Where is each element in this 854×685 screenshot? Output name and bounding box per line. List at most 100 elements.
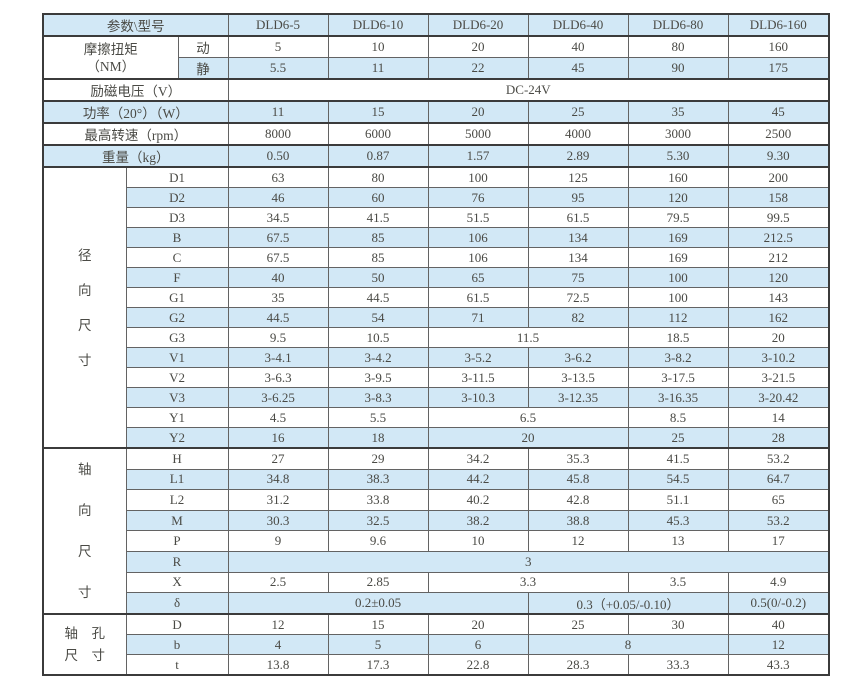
value-cell: 0.5(0/-0.2) [727,592,830,616]
value-cell: 12 [727,634,830,655]
table-row: Y1 4.5 5.5 6.5 8.5 14 [43,407,830,428]
value-cell: 3-10.3 [427,387,529,408]
value-cell: 6.5 [427,407,629,428]
value-cell: 40.2 [427,489,529,511]
row-label: R [125,551,229,573]
value-cell: 44.2 [427,468,529,491]
value-cell: 4 [227,634,329,655]
model-header: DLD6-5 [227,13,329,37]
value-cell: 25 [627,427,729,449]
table-row: P 9 9.6 10 12 13 17 [43,530,830,553]
table-row: G3 9.5 10.5 11.5 18.5 20 [43,327,830,348]
value-cell: 3000 [627,122,729,146]
value-cell: 72.5 [527,287,629,308]
value-cell: 3-21.5 [727,367,830,388]
row-label: t [125,654,229,676]
value-cell: 51.5 [427,207,529,228]
value-cell: 11 [327,57,429,80]
row-label: G2 [125,307,229,328]
value-cell: 45 [527,57,629,80]
value-cell: 20 [427,100,529,124]
row-label: V3 [125,387,229,408]
value-cell: 100 [627,267,729,288]
friction-torque-label: 摩擦扭矩 （NM） [42,35,179,80]
value-cell: 3-17.5 [627,367,729,388]
value-cell: 30.3 [227,509,329,532]
value-cell: 40 [527,35,629,58]
value-cell: 9.30 [727,144,830,168]
value-cell: 8.5 [627,407,729,428]
value-cell: 25 [527,613,629,635]
row-label: G1 [125,287,229,308]
value-cell: 29 [327,447,429,470]
value-cell: 2.89 [527,144,629,168]
value-cell: 106 [427,227,529,248]
table-row: X 2.5 2.85 3.3 3.5 4.9 [43,571,830,594]
value-cell: 3-10.2 [727,347,830,368]
value-cell: 33.8 [327,489,429,511]
value-cell: 99.5 [727,207,830,228]
value-cell: 5 [227,35,329,58]
value-cell: 71 [427,307,529,328]
value-cell: 76 [427,187,529,208]
value-cell: 200 [727,166,830,188]
table-row: G1 35 44.5 61.5 72.5 100 143 [43,287,830,308]
table-row: 轴 向 尺 寸 H 27 29 34.2 35.3 41.5 53.2 [42,447,830,615]
value-cell: 3-8.2 [627,347,729,368]
value-cell: 100 [427,166,529,188]
section-label-axial: 轴 向 尺 寸 [42,447,127,615]
value-cell: 44.5 [327,287,429,308]
section-label-radial: 径 向 尺 寸 [42,166,127,449]
value-cell: 20 [427,35,529,58]
value-cell: 125 [527,166,629,188]
value-cell: 4000 [527,122,629,146]
value-cell: 13.8 [227,654,329,676]
value-cell: 45.8 [527,468,629,491]
table-row: V2 3-6.3 3-9.5 3-11.5 3-13.5 3-17.5 3-21.5 [43,367,830,388]
table-row: 轴 孔 尺 寸 D 12 15 20 25 30 40 [42,613,830,676]
row-label: D [125,613,229,635]
row-label: V1 [125,347,229,368]
value-cell: 64.7 [727,468,830,491]
value-cell: 5.5 [327,407,429,428]
value-cell: 30 [627,613,729,635]
value-cell: 61.5 [527,207,629,228]
value-cell: 51.1 [627,489,729,511]
value-cell: 10.5 [327,327,429,348]
row-label: B [125,227,229,248]
row-label: 静 [177,57,229,80]
value-cell: 75 [527,267,629,288]
model-header: DLD6-10 [327,13,429,37]
value-cell: 18.5 [627,327,729,348]
table-row: 参数\型号 DLD6-5 DLD6-10 DLD6-20 DLD6-40 DLD6-80 D… [42,13,830,37]
value-cell: 3.3 [427,571,629,594]
value-cell: 40 [227,267,329,288]
excitation-voltage-label: 励磁电压（V） [42,78,229,102]
row-label: b [125,634,229,655]
row-label: P [125,530,229,553]
value-cell: 17.3 [327,654,429,676]
value-cell: 38.2 [427,509,529,532]
row-label: δ [125,592,229,616]
row-label: C [125,247,229,268]
table-row: 静 5.5 11 22 45 90 175 [43,57,830,80]
value-cell: 9 [227,530,329,553]
table-row: 励磁电压（V） DC-24V [42,78,830,102]
value-cell: 53.2 [727,447,830,470]
row-label: D1 [125,166,229,188]
weight-label: 重量（kg） [42,144,229,168]
value-cell: 5 [327,634,429,655]
row-label: 动 [177,35,229,58]
value-cell: DC-24V [227,78,830,102]
spec-sheet: 参数\型号 DLD6-5 DLD6-10 DLD6-20 DLD6-40 DLD6-80 D… [42,13,831,676]
value-cell: 6000 [327,122,429,146]
value-cell: 3-16.35 [627,387,729,408]
value-cell: 80 [627,35,729,58]
value-cell: 17 [727,530,830,553]
value-cell: 22.8 [427,654,529,676]
value-cell: 12 [527,530,629,553]
max-speed-label: 最高转速（rpm） [42,122,229,146]
value-cell: 3-4.1 [227,347,329,368]
value-cell: 3-11.5 [427,367,529,388]
